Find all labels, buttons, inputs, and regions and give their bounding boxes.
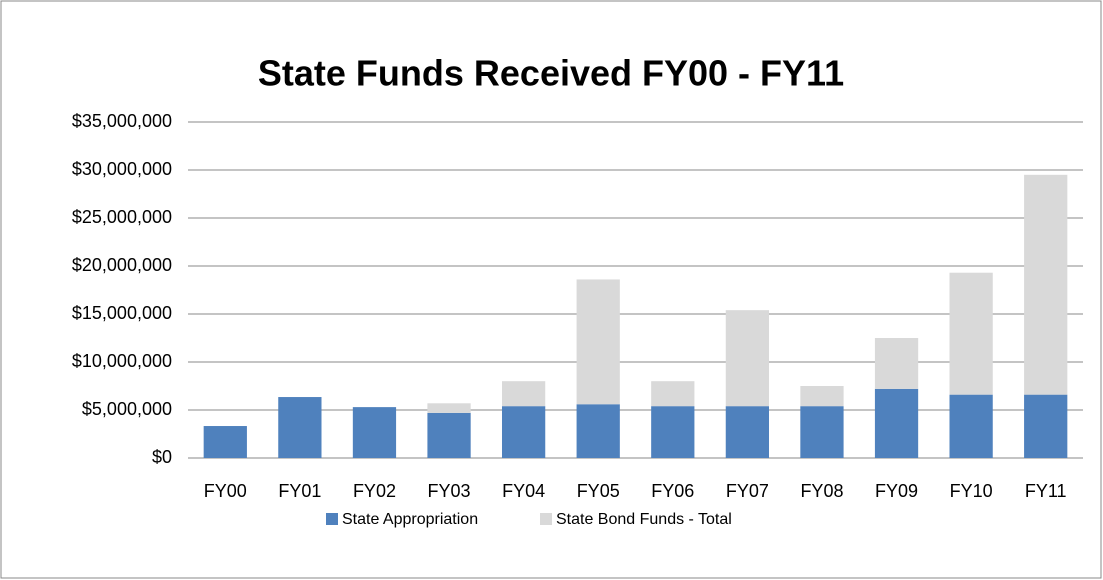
bar <box>1024 174 1068 395</box>
bar <box>949 394 993 458</box>
bar <box>800 386 844 407</box>
bar <box>874 338 919 389</box>
bar <box>651 381 695 407</box>
x-tick-label: FY08 <box>800 481 843 501</box>
bar <box>725 310 770 407</box>
x-tick-label: FY09 <box>875 481 918 501</box>
bar <box>576 279 620 405</box>
x-tick-label: FY10 <box>950 481 993 501</box>
bar <box>800 406 844 458</box>
x-tick-label: FY00 <box>204 481 247 501</box>
bar <box>576 404 620 458</box>
legend-label: State Appropriation <box>342 511 478 528</box>
y-tick-label: $35,000,000 <box>72 111 172 131</box>
legend-swatch <box>540 513 552 525</box>
bar <box>725 406 770 458</box>
bar <box>427 403 471 413</box>
y-tick-label: $5,000,000 <box>82 399 172 419</box>
x-tick-label: FY02 <box>353 481 396 501</box>
x-tick-label: FY05 <box>577 481 620 501</box>
bar <box>352 407 397 458</box>
x-tick-label: FY04 <box>502 481 545 501</box>
bar <box>1024 394 1068 458</box>
x-tick-label: FY01 <box>278 481 321 501</box>
y-tick-label: $10,000,000 <box>72 351 172 371</box>
bar <box>501 406 546 458</box>
legend-swatch <box>326 513 338 525</box>
bar <box>501 381 546 407</box>
chart-title: State Funds Received FY00 - FY11 <box>258 53 844 94</box>
y-tick-label: $15,000,000 <box>72 303 172 323</box>
x-tick-label: FY03 <box>428 481 471 501</box>
y-tick-label: $30,000,000 <box>72 159 172 179</box>
bar <box>874 388 919 458</box>
bar <box>949 272 993 395</box>
y-tick-label: $25,000,000 <box>72 207 172 227</box>
bar <box>203 426 247 458</box>
y-tick-label: $20,000,000 <box>72 255 172 275</box>
bar <box>651 406 695 458</box>
x-tick-label: FY11 <box>1025 481 1067 501</box>
bar <box>427 412 471 458</box>
legend-label: State Bond Funds - Total <box>556 511 732 528</box>
x-tick-label: FY07 <box>726 481 769 501</box>
y-tick-label: $0 <box>152 447 172 467</box>
x-tick-label: FY06 <box>651 481 694 501</box>
bar <box>278 397 322 458</box>
